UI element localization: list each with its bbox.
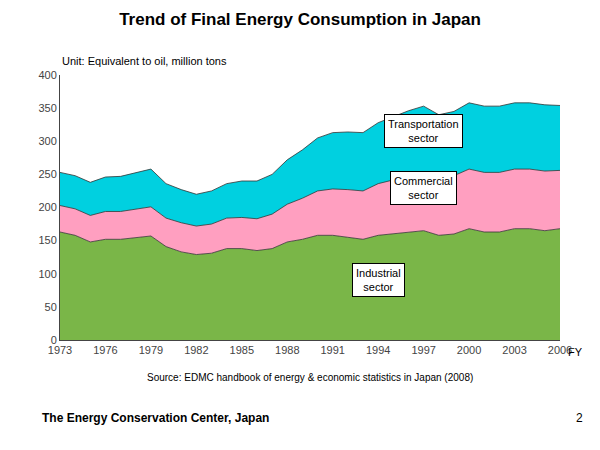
svg-text:Trend of Final Energy Consumpt: Trend of Final Energy Consumption in Jap… [119, 10, 481, 29]
svg-text:1982: 1982 [184, 344, 208, 356]
svg-text:350: 350 [38, 102, 56, 114]
svg-text:The Energy Conservation Center: The Energy Conservation Center, Japan [42, 411, 269, 425]
svg-text:1997: 1997 [411, 344, 435, 356]
svg-text:50: 50 [45, 301, 57, 313]
svg-text:Source: EDMC handbook of energ: Source: EDMC handbook of energy & econom… [147, 372, 473, 383]
svg-text:200: 200 [38, 201, 56, 213]
svg-text:2: 2 [576, 411, 583, 425]
svg-text:1973: 1973 [48, 344, 72, 356]
svg-text:0: 0 [51, 334, 57, 346]
svg-text:FY: FY [568, 346, 583, 358]
svg-text:250: 250 [38, 168, 56, 180]
svg-text:1979: 1979 [139, 344, 163, 356]
svg-text:150: 150 [38, 234, 56, 246]
svg-text:100: 100 [38, 268, 56, 280]
svg-text:400: 400 [38, 69, 56, 81]
svg-text:Commercialsector: Commercialsector [394, 175, 453, 201]
svg-text:1985: 1985 [230, 344, 254, 356]
svg-text:300: 300 [38, 135, 56, 147]
svg-text:Industrialsector: Industrialsector [356, 267, 401, 293]
svg-text:Unit: Equivalent to oil, milli: Unit: Equivalent to oil, million tons [62, 55, 227, 67]
svg-text:1988: 1988 [275, 344, 299, 356]
svg-text:1991: 1991 [320, 344, 344, 356]
svg-text:Transportationsector: Transportationsector [388, 118, 459, 144]
svg-text:2006: 2006 [548, 344, 572, 356]
svg-text:2003: 2003 [502, 344, 526, 356]
svg-text:1976: 1976 [93, 344, 117, 356]
svg-text:1994: 1994 [366, 344, 390, 356]
svg-text:2000: 2000 [457, 344, 481, 356]
